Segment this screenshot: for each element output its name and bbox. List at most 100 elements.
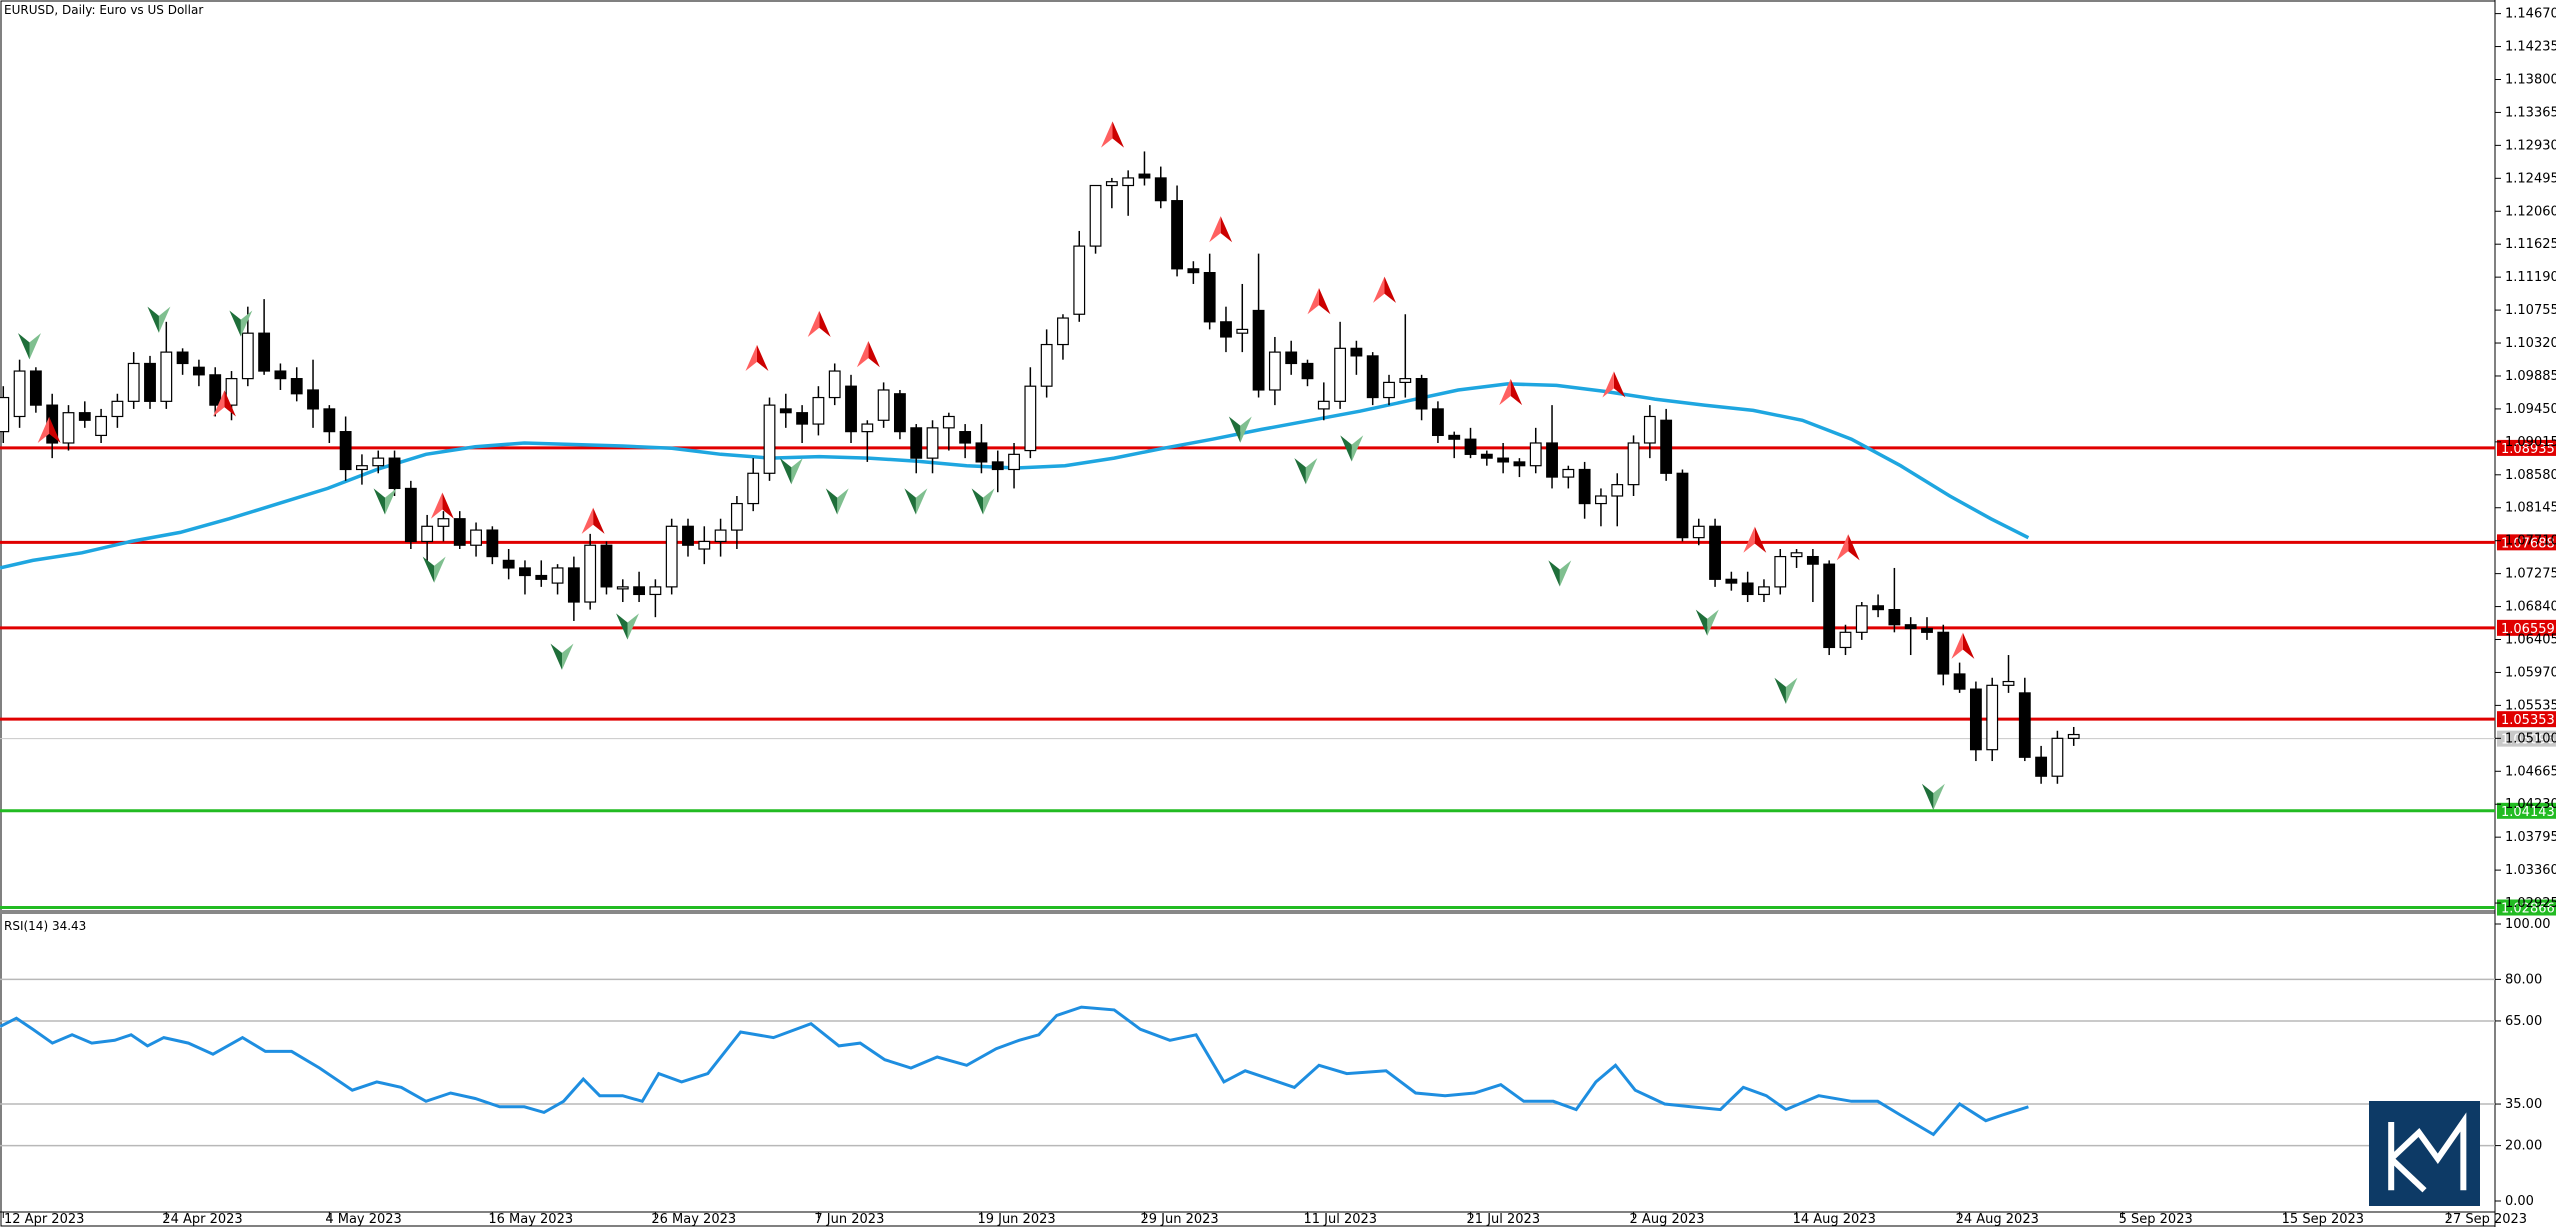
candle <box>616 579 629 603</box>
candle <box>682 518 694 557</box>
candle <box>1448 431 1461 459</box>
red-arrow-icon <box>1836 534 1860 561</box>
candle-body <box>78 412 91 421</box>
candle <box>1921 617 1933 640</box>
candle <box>1839 624 1852 656</box>
candle-body <box>1317 400 1330 410</box>
date-tick-label: 26 May 2023 <box>651 1212 736 1227</box>
candle <box>535 560 548 587</box>
level-label-bg <box>2497 619 2556 636</box>
red-arrow-icon <box>856 341 880 368</box>
candle <box>1105 177 1118 209</box>
candle <box>1399 314 1412 398</box>
candle <box>1529 427 1542 474</box>
candle-body <box>176 351 189 365</box>
red-arrow-icon <box>1951 632 1975 659</box>
candle <box>877 382 890 428</box>
candle-body <box>1904 624 1917 630</box>
candle <box>95 408 108 443</box>
candle <box>486 526 499 565</box>
candle <box>1285 340 1298 375</box>
price-tick-label: 1.06840 <box>2505 600 2556 615</box>
candle-body <box>1464 438 1477 455</box>
candle <box>1089 184 1102 254</box>
candle-body <box>1774 555 1787 588</box>
candle-body <box>1383 381 1395 399</box>
candle-body <box>1937 631 1950 675</box>
candle <box>519 560 531 595</box>
price-tick-label: 1.03360 <box>2505 863 2556 878</box>
candle <box>1855 602 1868 640</box>
candle <box>1236 283 1249 353</box>
candle <box>339 416 352 481</box>
date-tick-label: 27 Sep 2023 <box>2445 1212 2527 1227</box>
candle-body <box>1855 605 1868 633</box>
candle-body <box>62 412 75 444</box>
candle <box>13 359 26 428</box>
green-arrow-icon <box>422 556 446 583</box>
candle <box>1741 571 1754 603</box>
date-tick-label: 12 Apr 2023 <box>4 1212 84 1227</box>
candle-body <box>1089 184 1102 247</box>
date-tick-label: 21 Jul 2023 <box>1467 1212 1541 1227</box>
candle <box>910 424 923 474</box>
date-tick-label: 11 Jul 2023 <box>1303 1212 1377 1227</box>
candle-body <box>2018 692 2031 758</box>
green-arrow-icon <box>1228 416 1252 443</box>
candle-body <box>893 393 906 433</box>
candle-body <box>274 370 287 380</box>
level-label: 1.07688 <box>2501 536 2555 551</box>
green-arrow-icon <box>1921 783 1945 810</box>
candle-body <box>1431 408 1444 437</box>
green-arrow-icon <box>1548 560 1572 587</box>
candle <box>633 571 646 603</box>
candle <box>1268 336 1281 406</box>
candle-body <box>307 389 319 410</box>
level-label-bg <box>2497 439 2556 456</box>
level-label-bg <box>2497 711 2556 728</box>
candle-body <box>1888 608 1901 626</box>
candle <box>2067 726 2080 746</box>
candle-body <box>192 366 205 376</box>
candle-body <box>1969 688 1982 751</box>
rsi-tick-label: 35.00 <box>2505 1097 2542 1112</box>
candle-body <box>665 525 678 588</box>
green-arrow-icon <box>18 333 41 360</box>
red-arrow-icon <box>581 507 605 534</box>
candle-body <box>1073 245 1086 315</box>
candle-body <box>127 362 140 402</box>
candle-body <box>926 427 939 459</box>
candle <box>1888 567 1901 633</box>
red-arrow-icon <box>213 390 236 417</box>
candle-body <box>111 400 124 418</box>
candle-body <box>796 412 809 425</box>
candle <box>1154 166 1167 209</box>
candle <box>991 450 1004 493</box>
price-tick-label: 1.03795 <box>2505 830 2556 845</box>
green-arrow-icon <box>373 488 397 515</box>
date-tick-label: 16 May 2023 <box>488 1212 573 1227</box>
candle-body <box>1415 378 1428 410</box>
candle-body <box>2035 756 2048 777</box>
candle <box>649 579 662 618</box>
current-price-bg <box>2497 730 2556 747</box>
price-tick-label: 1.07275 <box>2505 567 2556 582</box>
candle-body <box>535 574 548 580</box>
candle <box>1431 401 1444 443</box>
candle-body <box>486 529 499 558</box>
candle <box>1317 382 1330 421</box>
candle <box>1986 677 1999 762</box>
candle-body <box>1595 495 1607 505</box>
candle-body <box>910 427 923 459</box>
candle-body <box>1285 351 1298 365</box>
candle <box>1904 617 1917 656</box>
candle <box>2002 655 2015 693</box>
candle <box>421 514 434 565</box>
candle <box>502 549 515 580</box>
candle <box>567 556 580 621</box>
candle-body <box>1334 347 1347 402</box>
candle-body <box>1268 351 1281 391</box>
candle-body <box>1024 385 1037 452</box>
price-tick-label: 1.05970 <box>2505 665 2556 680</box>
